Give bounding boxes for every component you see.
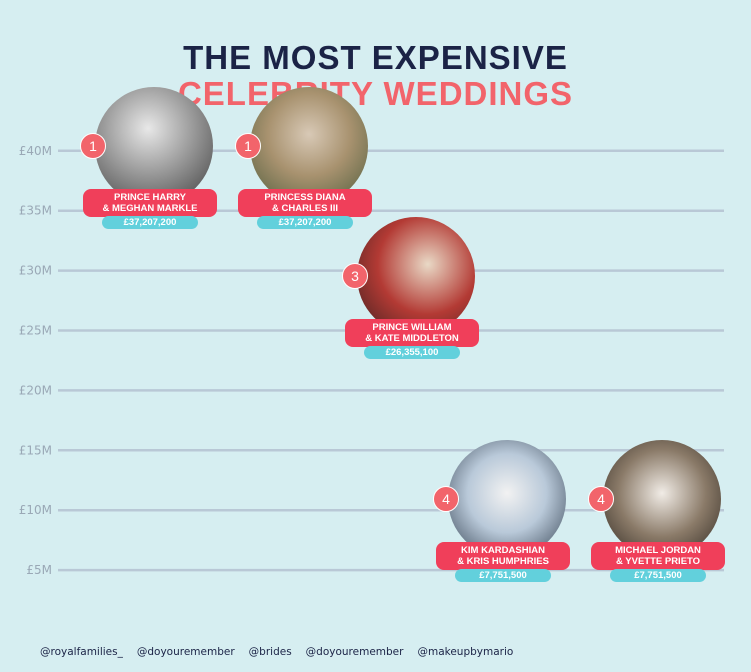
couple-label-line2: & MEGHAN MARKLE xyxy=(102,203,198,215)
cost-badge: £26,355,100 xyxy=(364,346,460,360)
couple-label: PRINCE WILLIAM & KATE MIDDLETON xyxy=(345,319,479,348)
cost-badge: £37,207,200 xyxy=(102,216,198,230)
y-tick-label: £20M xyxy=(19,383,52,397)
couple-label-line1: PRINCESS DIANA xyxy=(264,192,346,204)
y-tick-label: £10M xyxy=(19,503,52,517)
source-credit: @doyouremember xyxy=(305,646,404,658)
source-credit: @doyouremember xyxy=(136,646,235,658)
couple-label-line1: PRINCE HARRY xyxy=(114,192,186,204)
cost-badge: £37,207,200 xyxy=(257,216,353,230)
source-credits: @royalfamilies_ @doyouremember @brides @doy… xyxy=(40,646,527,658)
couple-label: KIM KARDASHIAN & KRIS HUMPHRIES xyxy=(436,542,570,571)
couple-label-line2: & YVETTE PRIETO xyxy=(615,556,701,568)
y-tick-label: £35M xyxy=(19,204,52,218)
couple-label-line2: & KRIS HUMPHRIES xyxy=(457,556,549,568)
title-block: THE MOST EXPENSIVE CELEBRITY WEDDINGS xyxy=(0,40,751,112)
source-credit: @makeupbymario xyxy=(417,646,514,658)
couple-label: PRINCESS DIANA & CHARLES III xyxy=(238,189,372,218)
source-credit: @brides xyxy=(248,646,292,658)
couple-photo xyxy=(95,87,213,206)
couple-photo xyxy=(603,440,721,559)
couple-label-line1: MICHAEL JORDAN xyxy=(615,545,701,557)
couple-label-line2: & KATE MIDDLETON xyxy=(365,333,459,345)
couple-label-line1: KIM KARDASHIAN xyxy=(461,545,545,557)
couple-label: MICHAEL JORDAN & YVETTE PRIETO xyxy=(591,542,725,571)
rank-badge: 1 xyxy=(80,133,106,160)
cost-badge: £7,751,500 xyxy=(455,569,551,583)
chart-title-line2: CELEBRITY WEDDINGS xyxy=(177,75,574,112)
y-tick-label: £40M xyxy=(19,144,52,158)
couple-label: PRINCE HARRY & MEGHAN MARKLE xyxy=(83,189,217,218)
y-tick-label: £30M xyxy=(19,264,52,278)
couple-label-line2: & CHARLES III xyxy=(272,203,338,215)
rank-badge: 3 xyxy=(342,263,368,290)
rank-badge: 4 xyxy=(433,486,459,513)
chart-title-line1: THE MOST EXPENSIVE xyxy=(183,39,568,76)
couple-photo xyxy=(448,440,566,559)
couple-photo xyxy=(250,87,368,206)
y-tick-label: £5M xyxy=(26,563,52,577)
couple-label-line1: PRINCE WILLIAM xyxy=(372,322,452,334)
rank-badge: 4 xyxy=(588,486,614,513)
y-tick-label: £15M xyxy=(19,443,52,457)
couple-photo xyxy=(357,217,475,336)
cost-badge: £7,751,500 xyxy=(610,569,706,583)
y-tick-label: £25M xyxy=(19,324,52,338)
rank-badge: 1 xyxy=(235,133,261,160)
source-credit: @royalfamilies_ xyxy=(40,646,123,658)
